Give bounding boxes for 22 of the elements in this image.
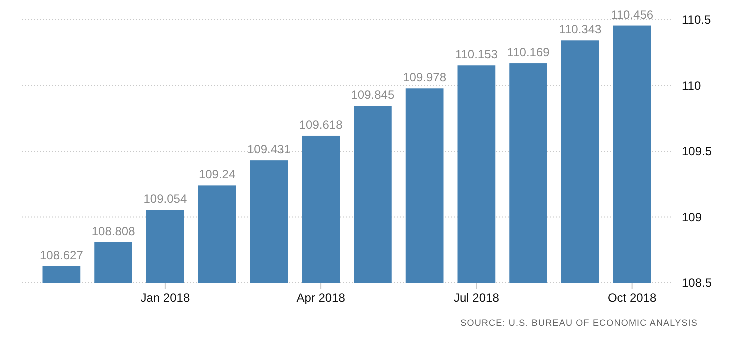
source-note: SOURCE: U.S. BUREAU OF ECONOMIC ANALYSIS [460,318,698,328]
data-label: 108.808 [92,224,136,238]
data-label: 110.343 [559,22,602,37]
y-tick-label: 110.5 [682,13,712,27]
y-tick-label: 108.5 [682,276,712,290]
x-tick-label: Apr 2018 [296,291,346,305]
data-label: 110.153 [455,48,498,62]
data-label: 109.618 [299,118,344,132]
data-label: 109.054 [144,192,188,206]
x-tick-label: Oct 2018 [608,291,657,305]
y-tick-label: 110 [682,78,702,93]
data-label: 109.845 [351,88,395,102]
y-tick-label: 109 [682,210,702,224]
x-tick-label: Jan 2018 [140,291,190,305]
data-label: 109.24 [198,168,236,182]
data-label: 110.456 [611,8,654,22]
data-label: 108.627 [40,248,84,262]
data-label: 109.431 [247,142,292,157]
y-tick-label: 109.5 [682,144,712,158]
data-label: 109.978 [403,70,447,85]
x-tick-label: Jul 2018 [454,291,500,305]
data-label: 110.169 [507,46,550,60]
